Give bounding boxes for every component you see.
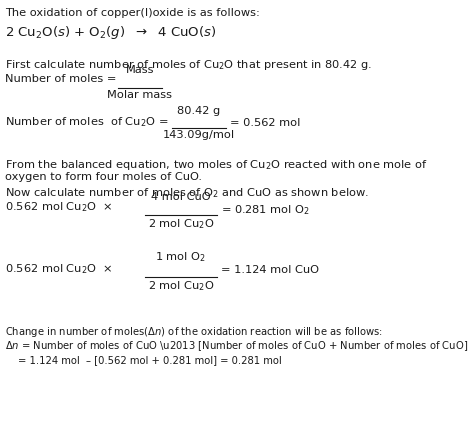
- Text: 2 mol Cu$_2$O: 2 mol Cu$_2$O: [148, 217, 214, 231]
- Text: oxygen to form four moles of CuO.: oxygen to form four moles of CuO.: [5, 172, 202, 182]
- Text: Mass: Mass: [126, 65, 154, 75]
- Text: 2 Cu$_2$O$(s)$ + O$_2$$(g)$  $\rightarrow$  4 CuO$(s)$: 2 Cu$_2$O$(s)$ + O$_2$$(g)$ $\rightarrow…: [5, 24, 216, 41]
- Text: 0.562 mol Cu$_2$O  $\times$: 0.562 mol Cu$_2$O $\times$: [5, 200, 113, 214]
- Text: = 0.562 mol: = 0.562 mol: [230, 118, 301, 128]
- Text: From the balanced equation, two moles of Cu$_2$O reacted with one mole of: From the balanced equation, two moles of…: [5, 158, 428, 172]
- Text: 0.562 mol Cu$_2$O  $\times$: 0.562 mol Cu$_2$O $\times$: [5, 262, 113, 276]
- Text: Change in number of moles($\Delta n$) of the oxidation reaction will be as follo: Change in number of moles($\Delta n$) of…: [5, 325, 383, 339]
- Text: Number of moles  of Cu$_2$O =: Number of moles of Cu$_2$O =: [5, 115, 168, 129]
- Text: 4 mol CuO: 4 mol CuO: [151, 192, 211, 202]
- Text: The oxidation of copper(I)oxide is as follows:: The oxidation of copper(I)oxide is as fo…: [5, 8, 260, 18]
- Text: Number of moles =: Number of moles =: [5, 74, 117, 84]
- Text: Now calculate number of moles of O$_2$ and CuO as shown below.: Now calculate number of moles of O$_2$ a…: [5, 186, 369, 200]
- Text: First calculate number of moles of Cu$_2$O that present in 80.42 g.: First calculate number of moles of Cu$_2…: [5, 58, 372, 72]
- Text: = 1.124 mol CuO: = 1.124 mol CuO: [221, 265, 319, 275]
- Text: 143.09g/mol: 143.09g/mol: [163, 130, 235, 140]
- Text: 80.42 g: 80.42 g: [177, 106, 220, 116]
- Text: $\Delta n$ = Number of moles of CuO \u2013 [Number of moles of CuO + Number of m: $\Delta n$ = Number of moles of CuO \u20…: [5, 339, 468, 353]
- Text: 1 mol O$_2$: 1 mol O$_2$: [155, 250, 207, 264]
- Text: = 1.124 mol  – [0.562 mol + 0.281 mol] = 0.281 mol: = 1.124 mol – [0.562 mol + 0.281 mol] = …: [18, 355, 282, 365]
- Text: Molar mass: Molar mass: [108, 90, 173, 100]
- Text: = 0.281 mol O$_2$: = 0.281 mol O$_2$: [221, 203, 310, 217]
- Text: 2 mol Cu$_2$O: 2 mol Cu$_2$O: [148, 279, 214, 293]
